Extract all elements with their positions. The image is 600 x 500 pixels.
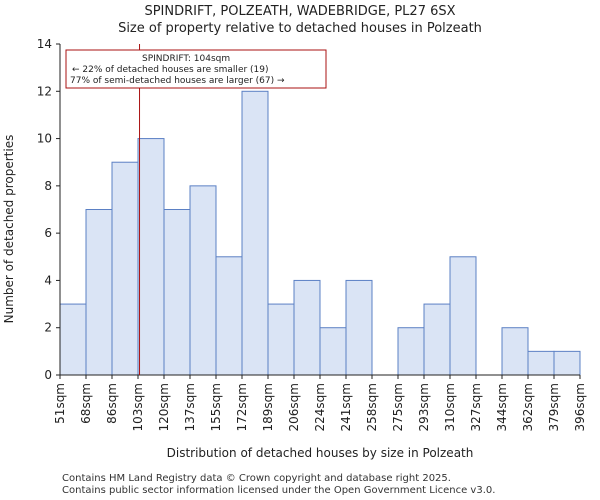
x-tick-label: 206sqm [287,383,301,431]
x-tick-label: 137sqm [183,383,197,431]
y-tick-label: 12 [37,84,52,98]
histogram-bar [345,279,373,376]
histogram-bar [59,303,87,376]
y-tick-label: 10 [37,132,52,146]
y-tick-label: 0 [44,368,52,382]
histogram-bar [553,350,581,376]
histogram-bar [423,303,451,376]
histogram-bar [527,350,555,376]
histogram-bar [215,256,243,376]
footer-line-1: Contains HM Land Registry data © Crown c… [62,473,451,484]
histogram-bar [163,209,191,376]
histogram-bar [111,161,139,376]
y-axis-label: Number of detached properties [2,135,16,324]
annotation-box [65,49,327,89]
histogram-bar [241,90,269,376]
x-tick-label: 51sqm [53,383,67,424]
x-tick-label: 241sqm [339,383,353,431]
histogram-bar [293,279,321,376]
histogram-bar [397,327,425,376]
x-tick-label: 344sqm [495,383,509,431]
footer-line-2: Contains public sector information licen… [62,485,496,496]
y-tick-label: 4 [44,273,52,287]
x-tick-label: 293sqm [417,383,431,431]
x-tick-label: 362sqm [521,383,535,431]
x-tick-label: 224sqm [313,383,327,431]
annotation-line-3: 77% of semi-detached houses are larger (… [70,76,285,86]
histogram-bar [267,303,295,376]
y-tick-label: 6 [44,226,52,240]
annotation-line-2: ← 22% of detached houses are smaller (19… [72,65,269,75]
y-tick-label: 8 [44,179,52,193]
histogram-bar [501,327,529,376]
x-tick-label: 103sqm [131,383,145,431]
x-tick-label: 155sqm [209,383,223,431]
x-tick-label: 120sqm [157,383,171,431]
chart-title: SPINDRIFT, POLZEATH, WADEBRIDGE, PL27 6S… [144,4,456,19]
histogram-bar [189,185,217,376]
y-tick-label: 2 [44,321,52,335]
x-tick-label: 68sqm [79,383,93,424]
x-tick-label: 396sqm [573,383,587,431]
histogram-bar [137,138,165,376]
x-tick-label: 275sqm [391,383,405,431]
chart-subtitle: Size of property relative to detached ho… [118,21,482,36]
x-tick-label: 258sqm [365,383,379,431]
x-axis-label: Distribution of detached houses by size … [167,446,474,460]
histogram-bar [449,256,477,376]
x-tick-label: 86sqm [105,383,119,424]
histogram-bar [85,209,113,376]
x-tick-label: 189sqm [261,383,275,431]
histogram-bar [319,327,347,376]
x-tick-label: 327sqm [469,383,483,431]
x-tick-label: 310sqm [443,383,457,431]
y-tick-label: 14 [37,37,52,51]
x-tick-label: 379sqm [547,383,561,431]
x-tick-label: 172sqm [235,383,249,431]
annotation-line-1: SPINDRIFT: 104sqm [142,54,230,64]
